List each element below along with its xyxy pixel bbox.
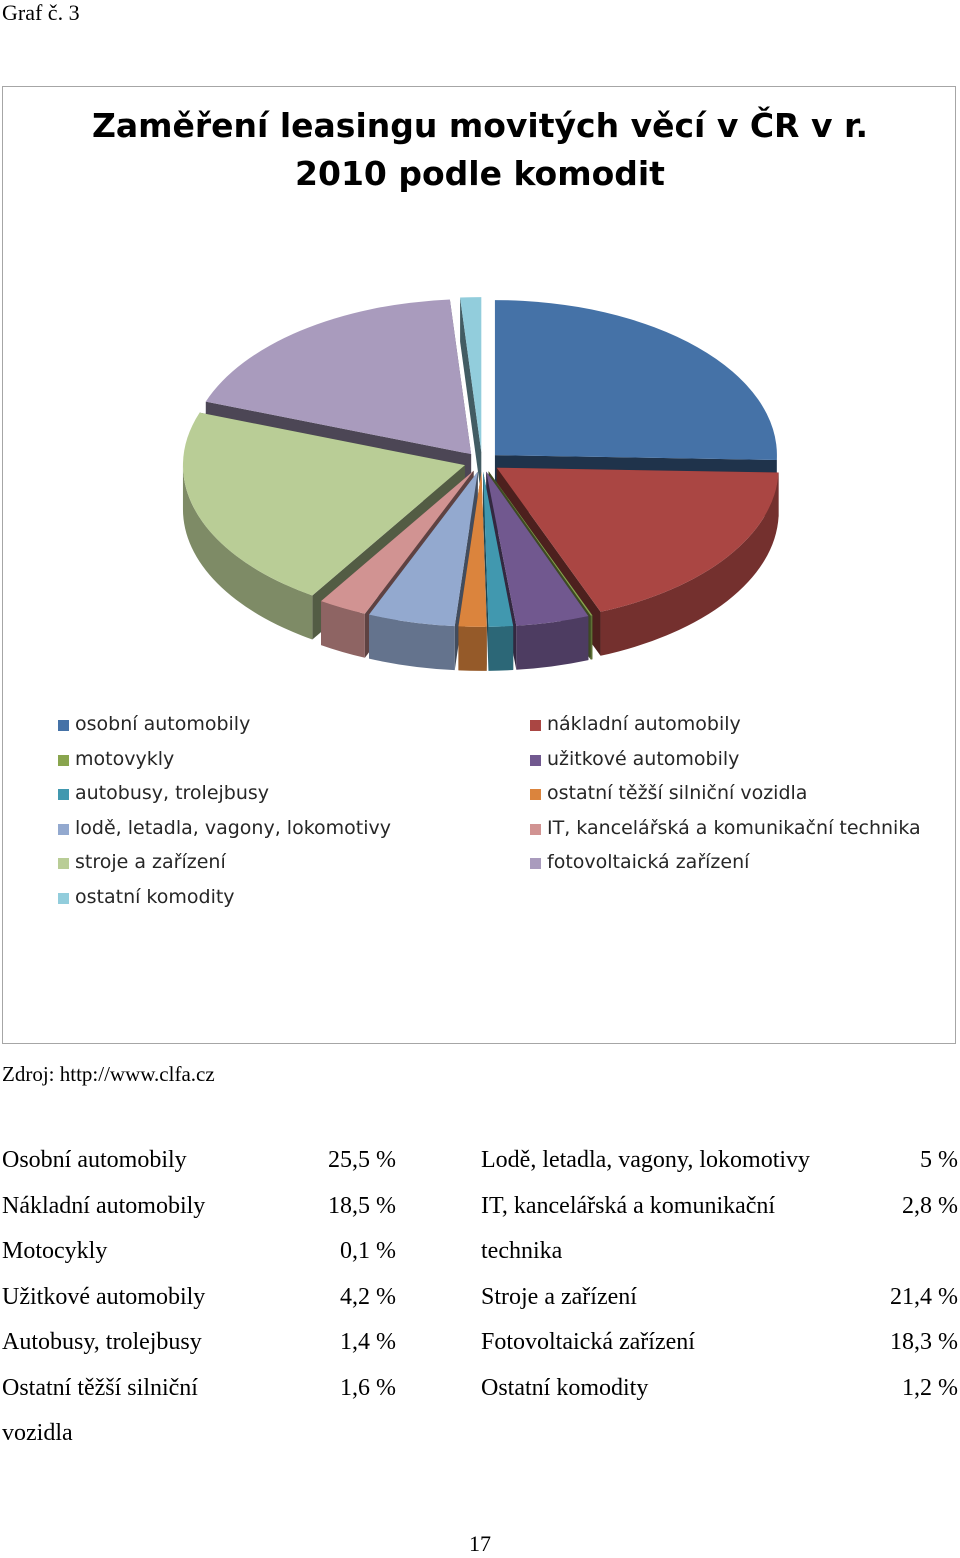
table-label: Stroje a zařízení (481, 1283, 637, 1310)
legend-swatch (530, 720, 541, 731)
table-label: Autobusy, trolejbusy (2, 1329, 202, 1355)
legend-swatch (58, 720, 69, 731)
table-value: 5 % (920, 1147, 958, 1173)
legend-label: užitkové automobily (547, 747, 740, 770)
table-label: Osobní automobily (2, 1147, 187, 1173)
legend-swatch (530, 858, 541, 870)
legend-swatch (530, 754, 541, 766)
page-number: 17 (469, 1531, 491, 1556)
chart-title: Zaměření leasingu movitých věcí v ČR v r… (0, 102, 960, 198)
pie-slice-ostatni-komodity (460, 297, 482, 497)
chart-title-line-2: 2010 podle komodit (295, 154, 665, 193)
table-value: 21,4 % (890, 1283, 958, 1310)
legend-label: IT, kancelářská a komunikační technika (547, 816, 921, 839)
table-value: 4,2 % (340, 1283, 396, 1310)
legend-label: nákladní automobily (547, 713, 741, 735)
table-label: vozidla (2, 1420, 73, 1446)
legend-swatch (530, 789, 541, 801)
legend-swatch (58, 858, 69, 870)
pie-chart (182, 297, 779, 671)
table-value: 18,5 % (328, 1192, 396, 1219)
table-label: Fotovoltaická zařízení (481, 1329, 695, 1355)
legend-label: motovykly (75, 747, 175, 770)
legend-swatch (530, 823, 541, 835)
table-value: 0,1 % (340, 1238, 396, 1264)
source-note: Zdroj: http://www.clfa.cz (2, 1062, 215, 1086)
legend-label: autobusy, trolejbusy (75, 782, 270, 805)
table-value: 18,3 % (890, 1329, 958, 1355)
table-value: 2,8 % (902, 1192, 958, 1219)
table-label: Užitkové automobily (2, 1283, 206, 1310)
table-value: 25,5 % (328, 1147, 396, 1173)
table-value: 1,6 % (340, 1374, 396, 1401)
table-label: IT, kancelářská a komunikační (481, 1192, 776, 1219)
legend-label: osobní automobily (75, 713, 251, 735)
legend-swatch (58, 893, 69, 904)
legend-swatch (58, 823, 69, 835)
table-label: Nákladní automobily (2, 1192, 206, 1219)
pie-slice-autobusy-trolejbusy (483, 471, 514, 671)
legend-label: stroje a zařízení (75, 851, 226, 874)
table-label: technika (481, 1238, 563, 1264)
pie-slice-ostatni-tezsi-silnicni-vozidla (458, 471, 487, 671)
legend-swatch (58, 754, 69, 766)
legend-label: lodě, letadla, vagony, lokomotivy (75, 816, 391, 839)
table-value: 1,4 % (340, 1329, 396, 1355)
table-label: Motocykly (2, 1238, 108, 1264)
legend-label: ostatní těžší silniční vozidla (547, 782, 808, 805)
legend-swatch (58, 789, 69, 801)
legend-label: fotovoltaická zařízení (547, 851, 750, 874)
table-label: Ostatní komodity (481, 1374, 649, 1401)
legend-label: ostatní komodity (75, 886, 235, 908)
chart-title-line-1: Zaměření leasingu movitých věcí v ČR v r… (91, 106, 869, 145)
table-label: Lodě, letadla, vagony, lokomotivy (481, 1147, 811, 1173)
figure-caption: Graf č. 3 (2, 0, 80, 25)
table-label: Ostatní těžší silniční (2, 1374, 198, 1401)
table-value: 1,2 % (902, 1374, 958, 1401)
